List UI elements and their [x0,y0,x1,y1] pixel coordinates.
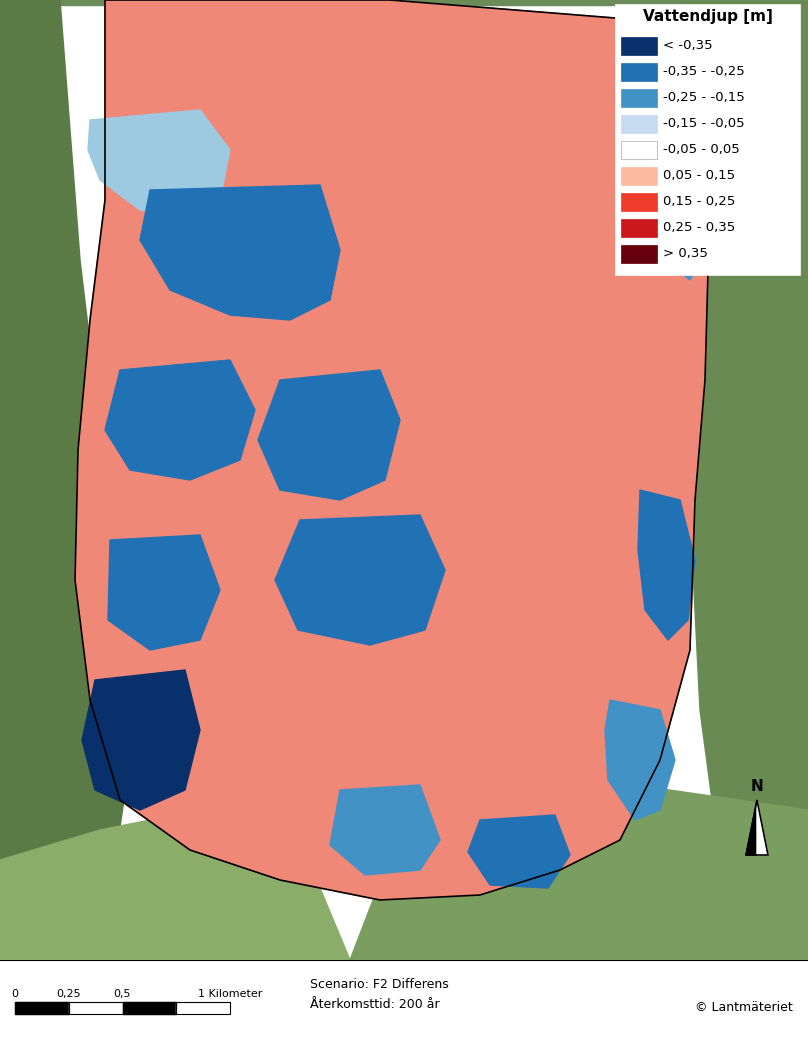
Bar [621,245,657,264]
Polygon shape [670,0,808,960]
Bar [621,115,657,133]
Bar [15,1002,69,1014]
Polygon shape [638,490,695,640]
Polygon shape [0,0,808,5]
Text: N: N [751,779,764,794]
Bar [176,1002,230,1014]
Bar [123,1002,176,1014]
Polygon shape [468,815,570,888]
Bar [621,167,657,185]
Polygon shape [350,780,808,960]
Polygon shape [82,670,200,810]
Polygon shape [640,60,710,280]
Text: > 0,35: > 0,35 [663,248,708,260]
Bar [616,5,800,275]
Bar [621,219,657,237]
Text: 0,25: 0,25 [57,990,81,999]
Polygon shape [75,0,710,900]
Polygon shape [605,700,675,820]
Bar [15,1002,69,1014]
Bar [621,89,657,107]
Bar [621,63,657,82]
Text: -0,35 - -0,25: -0,35 - -0,25 [663,66,745,78]
Text: 0,25 - 0,35: 0,25 - 0,35 [663,222,735,234]
Text: Vattendjup [m]: Vattendjup [m] [643,9,773,24]
Polygon shape [757,800,768,855]
Bar [621,141,657,159]
Text: -0,15 - -0,05: -0,15 - -0,05 [663,117,745,131]
Bar [123,1002,176,1014]
Polygon shape [105,360,255,480]
Text: -0,25 - -0,15: -0,25 - -0,15 [663,91,745,105]
Polygon shape [88,110,230,220]
Bar [621,141,657,159]
Bar [69,1002,123,1014]
Polygon shape [140,185,340,320]
Bar [176,1002,230,1014]
Text: 0,05 - 0,15: 0,05 - 0,15 [663,169,735,182]
Polygon shape [0,0,130,960]
Text: Scenario: F2 Differens
Återkomsttid: 200 år: Scenario: F2 Differens Återkomsttid: 200… [310,978,448,1010]
Text: © Lantmäteriet: © Lantmäteriet [695,1001,793,1014]
Text: 0,15 - 0,25: 0,15 - 0,25 [663,196,735,208]
Polygon shape [746,800,757,855]
Text: < -0,35: < -0,35 [663,40,713,52]
Bar [621,192,657,211]
Polygon shape [330,784,440,876]
Text: -0,05 - 0,05: -0,05 - 0,05 [663,143,740,157]
Polygon shape [108,535,220,650]
Text: 1 Kilometer: 1 Kilometer [198,990,262,999]
Bar [69,1002,123,1014]
Polygon shape [0,810,350,960]
Polygon shape [258,370,400,500]
Bar [621,37,657,55]
Text: 0: 0 [11,990,19,999]
Polygon shape [275,515,445,645]
Text: 0,5: 0,5 [114,990,131,999]
